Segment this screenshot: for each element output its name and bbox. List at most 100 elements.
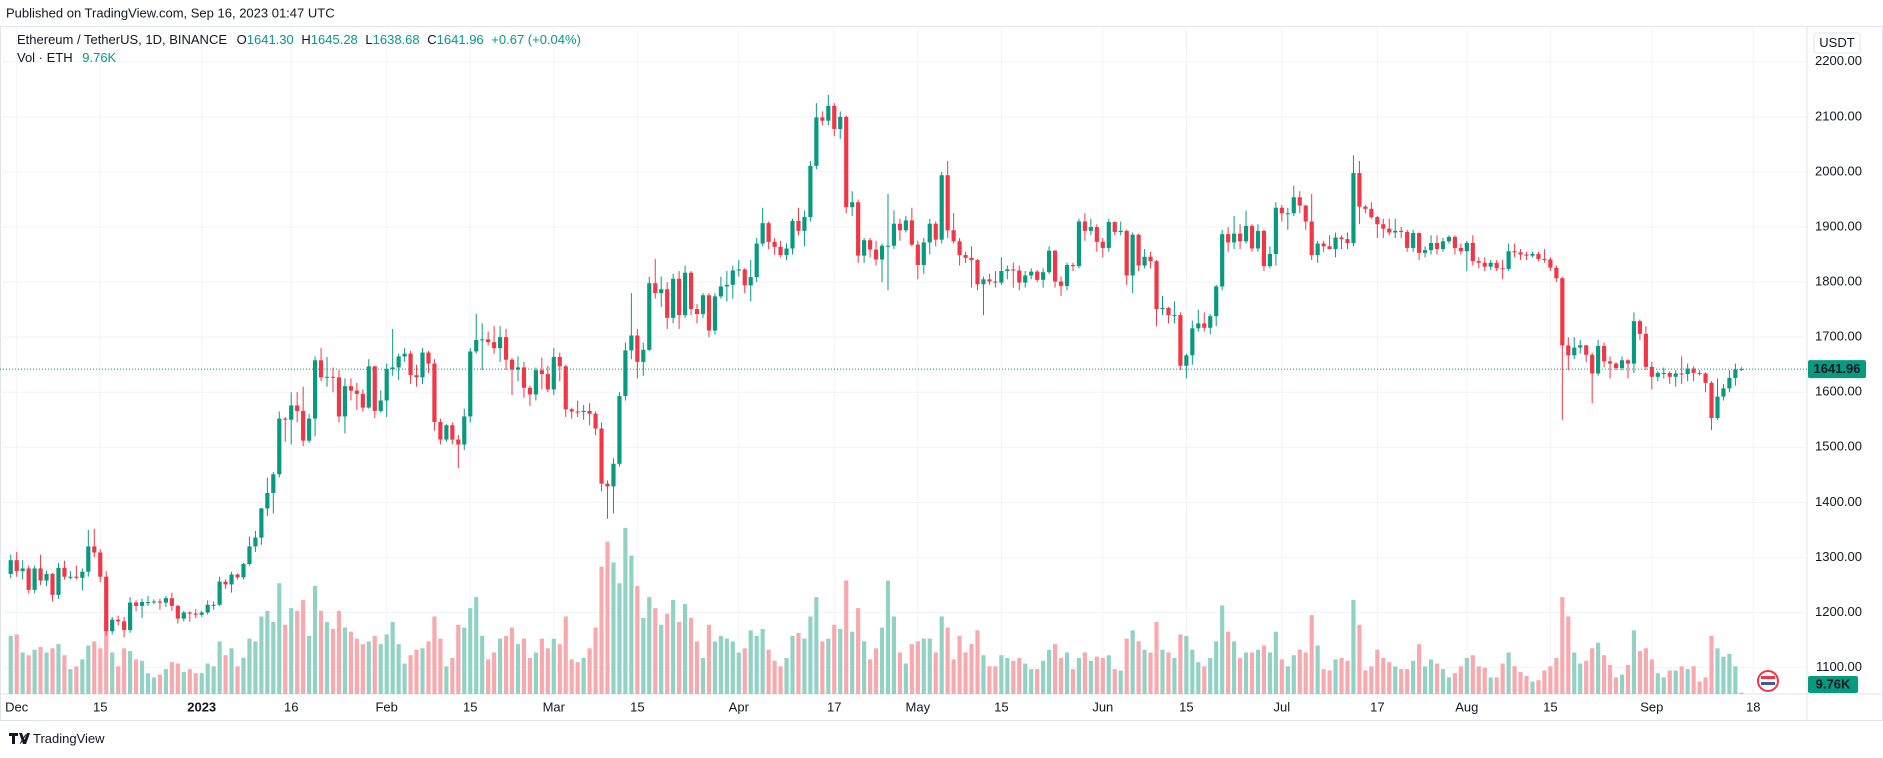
volume-bar: [814, 597, 819, 694]
volume-bar: [1220, 605, 1225, 694]
candle-body: [790, 220, 795, 249]
ohlc-key: C: [427, 32, 436, 47]
volume-bar: [1643, 648, 1648, 694]
candle-body: [1494, 262, 1499, 269]
volume-bar: [432, 616, 437, 694]
volume-bar: [671, 599, 676, 694]
candle-body: [1166, 307, 1171, 316]
candle-body: [891, 223, 897, 246]
candle-body: [951, 230, 956, 242]
volume-bar: [1470, 655, 1475, 694]
x-tick-label: 15: [994, 699, 1008, 714]
candle-body: [313, 360, 318, 419]
ohlc-key: O: [237, 32, 247, 47]
volume-bar: [307, 635, 312, 694]
volume-bar: [157, 674, 163, 694]
volume-bar: [1100, 658, 1105, 694]
candle-body: [1393, 230, 1398, 233]
volume-bar: [832, 624, 837, 694]
x-tick-label: Jul: [1274, 699, 1291, 714]
candle-body: [307, 418, 312, 441]
volume-bar: [623, 527, 628, 694]
volume-bar: [557, 644, 562, 694]
volume-bar: [151, 677, 157, 694]
volume-bar: [1237, 658, 1243, 694]
candle-body: [1434, 242, 1440, 250]
candle-body: [1088, 227, 1093, 231]
candle-body: [1058, 281, 1064, 286]
volume-bar: [38, 646, 43, 694]
event-flag-stripe: [1761, 682, 1775, 685]
volume-bar: [760, 628, 765, 694]
candle-body: [915, 244, 920, 266]
candle-body: [1220, 234, 1225, 287]
x-tick-label: Aug: [1455, 699, 1478, 714]
volume-bar: [229, 648, 234, 694]
volume-bar: [253, 641, 258, 694]
candle-body: [688, 272, 694, 310]
volume-bar: [62, 655, 67, 694]
volume-bar: [1381, 658, 1386, 694]
candle-body: [480, 339, 485, 341]
volume-bar: [44, 652, 49, 694]
volume-bar: [1184, 635, 1189, 694]
x-tick-label: Mar: [543, 699, 566, 714]
volume-bar: [1232, 641, 1237, 694]
currency-button[interactable]: [1813, 32, 1861, 54]
volume-bar: [1446, 677, 1452, 694]
volume-bar: [247, 638, 252, 694]
volume-bar: [1554, 658, 1559, 694]
candle-body: [862, 240, 867, 256]
volume-bar: [354, 638, 359, 694]
volume-bar: [742, 648, 747, 694]
volume-bar: [1685, 669, 1690, 694]
volume-bar: [808, 616, 813, 694]
candle-body: [724, 284, 729, 287]
volume-bar: [1560, 597, 1565, 694]
candle-body: [1572, 347, 1577, 356]
candle-body: [68, 576, 73, 578]
volume-bar: [820, 641, 825, 694]
volume-bar: [551, 638, 556, 694]
volume-bar: [450, 658, 455, 694]
volume-bar: [1655, 673, 1660, 694]
symbol-name: Ethereum / TetherUS, 1D, BINANCE: [17, 32, 227, 47]
x-tick-label: Sep: [1640, 699, 1663, 714]
volume-bar: [1428, 659, 1434, 694]
candle-body: [927, 223, 932, 243]
volume-bar: [1703, 677, 1708, 694]
volume-bar: [139, 660, 145, 694]
candle-body: [838, 116, 843, 129]
volume-bar: [981, 655, 986, 694]
candle-body: [909, 220, 914, 245]
candle-body: [1381, 224, 1386, 229]
candle-body: [772, 241, 777, 247]
volume-bar: [677, 622, 682, 694]
volume-bar: [682, 604, 688, 694]
candle-body: [617, 396, 622, 464]
candle-body: [1351, 173, 1356, 243]
candle-body: [1148, 256, 1153, 262]
candle-body: [1733, 369, 1738, 378]
volume-bar: [1112, 669, 1117, 694]
y-tick-label: 2000.00: [1815, 163, 1862, 178]
volume-bar: [1333, 659, 1338, 694]
volume-bar: [1226, 631, 1231, 694]
candle-body: [235, 574, 240, 578]
currency-label[interactable]: USDT: [1819, 35, 1854, 50]
volume-bar: [509, 627, 515, 694]
volume-bar: [1667, 670, 1672, 694]
volume-bar: [372, 635, 377, 694]
volume-bar: [1476, 666, 1481, 694]
volume-bar: [1506, 652, 1511, 694]
volume-bar: [92, 641, 97, 694]
candle-body: [402, 353, 407, 357]
candle-body: [163, 598, 168, 603]
candle-body: [1661, 372, 1666, 374]
volume-bar: [86, 645, 91, 694]
candle-body: [665, 289, 670, 318]
volume-bar: [1399, 669, 1404, 694]
volume-bar: [1649, 659, 1654, 694]
candle-body: [438, 421, 443, 440]
y-tick-label: 2100.00: [1815, 108, 1862, 123]
